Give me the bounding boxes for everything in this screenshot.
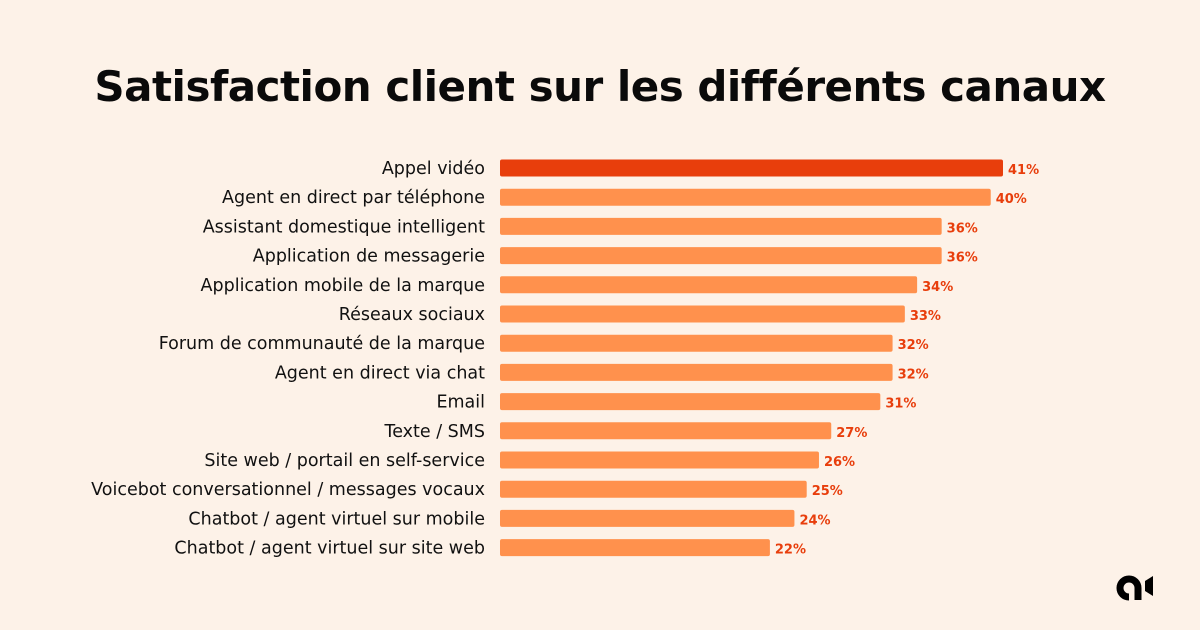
bar [500,480,807,498]
category-label: Voicebot conversationnel / messages voca… [91,480,485,500]
value-label: 26% [824,455,855,470]
bar [500,159,1003,177]
value-label: 22% [775,543,806,558]
category-label: Réseaux sociaux [339,305,485,325]
value-label: 32% [898,338,929,353]
bar [500,363,893,381]
bar [500,305,905,323]
bar [500,334,893,352]
value-label: 34% [922,280,953,295]
category-label: Chatbot / agent virtuel sur site web [174,539,485,559]
bar [500,217,942,235]
brand-logo-icon [1116,575,1153,601]
bar [500,509,795,527]
category-label: Texte / SMS [384,422,486,442]
value-label: 24% [799,513,830,528]
category-label: Chatbot / agent virtuel sur mobile [188,509,485,529]
value-label: 27% [836,426,867,441]
category-label: Agent en direct via chat [275,363,485,383]
category-label: Assistant domestique intelligent [203,217,485,237]
bar [500,539,770,557]
bar [500,393,881,411]
value-label: 33% [910,309,941,324]
value-label: 32% [898,367,929,382]
value-label: 25% [812,484,843,499]
value-label: 36% [947,221,978,236]
bar [500,451,819,469]
bar [500,422,832,440]
category-label: Application mobile de la marque [201,276,485,296]
category-label: Email [436,393,485,413]
value-label: 36% [947,251,978,266]
category-label: Agent en direct par téléphone [222,188,485,208]
bar [500,188,991,206]
category-label: Application de messagerie [253,247,485,267]
category-label: Site web / portail en self-service [204,451,485,471]
value-label: 40% [996,192,1027,207]
category-label: Forum de communauté de la marque [159,334,485,354]
bar [500,247,942,265]
chart-title: Satisfaction client sur les différents c… [94,62,1106,111]
bar [500,276,918,294]
value-label: 31% [885,397,916,412]
value-label: 41% [1008,163,1039,178]
category-label: Appel vidéo [382,159,485,179]
